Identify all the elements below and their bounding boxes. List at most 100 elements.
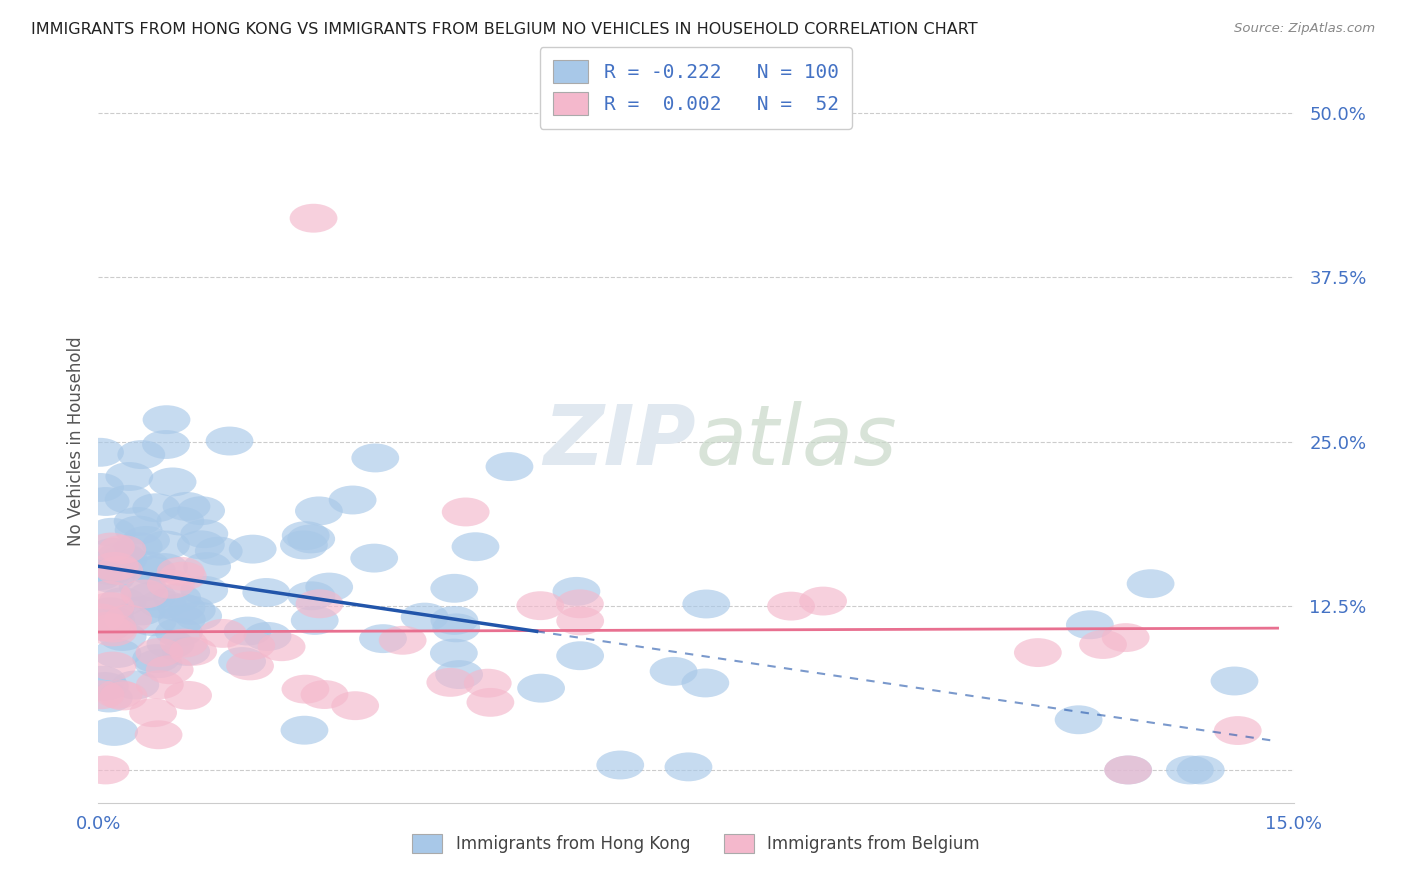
Ellipse shape — [121, 580, 169, 608]
Ellipse shape — [291, 606, 339, 635]
Ellipse shape — [118, 597, 166, 625]
Ellipse shape — [76, 473, 124, 502]
Ellipse shape — [224, 616, 271, 646]
Ellipse shape — [135, 721, 183, 749]
Ellipse shape — [329, 485, 377, 515]
Ellipse shape — [1177, 756, 1225, 784]
Ellipse shape — [157, 605, 205, 634]
Ellipse shape — [467, 688, 515, 717]
Ellipse shape — [91, 552, 139, 581]
Ellipse shape — [167, 596, 215, 624]
Ellipse shape — [517, 673, 565, 703]
Ellipse shape — [464, 669, 512, 698]
Ellipse shape — [153, 583, 201, 612]
Ellipse shape — [768, 591, 815, 621]
Ellipse shape — [100, 681, 148, 710]
Ellipse shape — [98, 622, 146, 651]
Ellipse shape — [287, 524, 335, 553]
Ellipse shape — [77, 681, 125, 709]
Ellipse shape — [553, 577, 600, 606]
Ellipse shape — [87, 533, 135, 561]
Ellipse shape — [98, 587, 146, 616]
Ellipse shape — [146, 630, 194, 658]
Ellipse shape — [1126, 569, 1174, 599]
Ellipse shape — [1066, 610, 1114, 640]
Ellipse shape — [82, 612, 129, 641]
Ellipse shape — [142, 430, 190, 459]
Ellipse shape — [682, 590, 730, 618]
Ellipse shape — [142, 405, 190, 434]
Ellipse shape — [198, 619, 246, 648]
Ellipse shape — [295, 497, 343, 525]
Ellipse shape — [281, 521, 329, 550]
Ellipse shape — [332, 691, 380, 720]
Ellipse shape — [157, 593, 205, 623]
Ellipse shape — [165, 681, 212, 710]
Ellipse shape — [148, 570, 195, 599]
Ellipse shape — [139, 590, 187, 618]
Ellipse shape — [122, 551, 170, 580]
Legend: Immigrants from Hong Kong, Immigrants from Belgium: Immigrants from Hong Kong, Immigrants fr… — [406, 827, 986, 860]
Ellipse shape — [665, 753, 713, 781]
Ellipse shape — [280, 531, 328, 559]
Ellipse shape — [163, 491, 211, 521]
Ellipse shape — [90, 717, 138, 746]
Ellipse shape — [149, 467, 197, 496]
Ellipse shape — [94, 639, 142, 668]
Ellipse shape — [156, 507, 204, 535]
Ellipse shape — [98, 535, 146, 564]
Ellipse shape — [1054, 706, 1102, 734]
Ellipse shape — [257, 632, 305, 661]
Text: ZIP: ZIP — [543, 401, 696, 482]
Ellipse shape — [136, 670, 184, 699]
Ellipse shape — [104, 605, 152, 633]
Ellipse shape — [94, 680, 142, 708]
Y-axis label: No Vehicles in Household: No Vehicles in Household — [66, 336, 84, 547]
Ellipse shape — [84, 683, 132, 713]
Ellipse shape — [1211, 666, 1258, 696]
Ellipse shape — [1166, 756, 1213, 784]
Ellipse shape — [290, 203, 337, 233]
Ellipse shape — [229, 534, 277, 564]
Ellipse shape — [82, 487, 129, 516]
Ellipse shape — [111, 671, 159, 699]
Ellipse shape — [485, 452, 533, 481]
Ellipse shape — [129, 607, 177, 636]
Ellipse shape — [430, 639, 478, 667]
Ellipse shape — [451, 533, 499, 561]
Ellipse shape — [97, 541, 145, 571]
Ellipse shape — [76, 604, 124, 632]
Ellipse shape — [281, 715, 329, 745]
Ellipse shape — [129, 698, 177, 727]
Ellipse shape — [100, 545, 148, 574]
Ellipse shape — [281, 674, 329, 704]
Ellipse shape — [132, 493, 180, 522]
Ellipse shape — [135, 649, 183, 678]
Ellipse shape — [87, 564, 135, 592]
Ellipse shape — [441, 498, 489, 526]
Ellipse shape — [183, 552, 231, 581]
Ellipse shape — [104, 485, 152, 514]
Ellipse shape — [195, 537, 243, 566]
Ellipse shape — [162, 637, 209, 666]
Ellipse shape — [650, 657, 697, 686]
Ellipse shape — [1104, 756, 1152, 784]
Ellipse shape — [180, 519, 228, 549]
Ellipse shape — [596, 750, 644, 780]
Ellipse shape — [141, 553, 188, 582]
Ellipse shape — [352, 443, 399, 473]
Ellipse shape — [77, 665, 125, 695]
Ellipse shape — [799, 587, 846, 615]
Ellipse shape — [89, 617, 136, 647]
Ellipse shape — [177, 496, 225, 525]
Ellipse shape — [105, 462, 153, 491]
Ellipse shape — [160, 629, 208, 657]
Ellipse shape — [122, 526, 170, 555]
Ellipse shape — [432, 614, 479, 642]
Ellipse shape — [128, 556, 176, 585]
Ellipse shape — [86, 557, 134, 585]
Ellipse shape — [1104, 756, 1152, 784]
Ellipse shape — [177, 531, 225, 559]
Ellipse shape — [557, 641, 605, 670]
Ellipse shape — [76, 438, 124, 467]
